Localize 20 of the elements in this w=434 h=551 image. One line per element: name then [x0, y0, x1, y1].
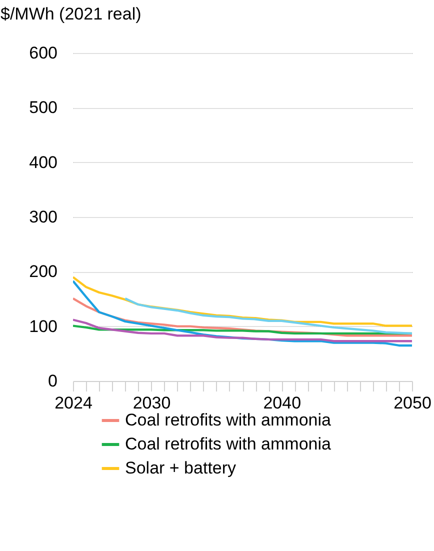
legend-label: Coal retrofits with ammonia — [125, 410, 332, 430]
x-tick-label: 2030 — [132, 394, 171, 412]
y-tick-label: 400 — [29, 152, 58, 172]
y-axis-title: $/MWh (2021 real) — [0, 4, 142, 24]
y-tick-label: 300 — [29, 208, 58, 226]
line-series — [73, 297, 412, 337]
x-tick-label: 2040 — [263, 394, 302, 412]
y-tick-label: 0 — [48, 372, 58, 390]
x-tick-label: 2024 — [54, 394, 92, 412]
y-tick-label: 600 — [29, 44, 58, 62]
line-series — [73, 318, 412, 342]
legend-label: Coal retrofits with ammonia — [125, 434, 332, 454]
y-tick-label: 200 — [29, 262, 58, 282]
x-tick-label: 2050 — [394, 394, 432, 412]
y-tick-label: 100 — [29, 316, 58, 336]
line-series — [73, 280, 412, 347]
legend-label: Solar + battery — [125, 458, 237, 478]
line-series — [73, 276, 412, 327]
line-series — [124, 297, 412, 335]
y-tick-label: 500 — [29, 98, 58, 118]
